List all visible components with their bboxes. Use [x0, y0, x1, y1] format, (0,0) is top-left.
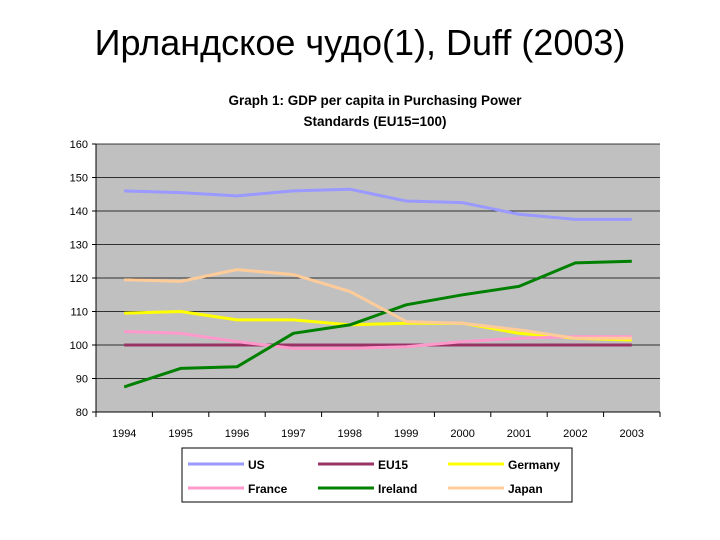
- series-line-ireland: [123, 259, 632, 389]
- series-line-us: [124, 187, 632, 221]
- x-tick-label-1997: 1997: [281, 428, 305, 440]
- y-tick-label-160: 160: [70, 139, 88, 151]
- legend-label-ireland: Ireland: [378, 482, 417, 496]
- y-tick-label-150: 150: [70, 173, 88, 185]
- y-axis: 80 90 100 110 120 130 140 150 160: [70, 139, 97, 419]
- y-tick-label-130: 130: [70, 240, 88, 252]
- legend-label-germany: Germany: [508, 458, 560, 472]
- x-tick-label-1999: 1999: [394, 428, 418, 440]
- series-lines: [123, 187, 632, 389]
- y-tick-label-110: 110: [70, 307, 88, 319]
- x-tick-label-1994: 1994: [112, 428, 136, 440]
- series-line-france: [124, 330, 632, 350]
- series-line-japan: [124, 268, 632, 340]
- y-tick-label-140: 140: [70, 206, 88, 218]
- x-tick-label-2003: 2003: [620, 428, 644, 440]
- legend-label-france: France: [248, 482, 288, 496]
- legend-label-japan: Japan: [508, 482, 543, 496]
- x-tick-label-2001: 2001: [507, 428, 531, 440]
- x-tick-label-1998: 1998: [338, 428, 362, 440]
- legend-label-us: US: [248, 458, 265, 472]
- series-line-germany: [124, 310, 632, 342]
- x-tick-label-1996: 1996: [225, 428, 249, 440]
- gridlines: [96, 143, 660, 379]
- chart-title-line2: Standards (EU15=100): [304, 114, 447, 129]
- legend-items: US EU15 Germany France Ireland Japan: [188, 458, 560, 496]
- x-tick-label-2000: 2000: [450, 428, 474, 440]
- y-tick-label-80: 80: [76, 407, 88, 419]
- slide-title: Ирландское чудо(1), Duff (2003): [94, 22, 626, 63]
- x-axis: 1994 1995 1996 1997 1998 1999 2000 2001 2002 2003: [95, 411, 661, 440]
- y-tick-label-120: 120: [70, 273, 88, 285]
- chart-title-line1: Graph 1: GDP per capita in Purchasing Po…: [228, 93, 522, 108]
- x-tick-label-2002: 2002: [563, 428, 587, 440]
- y-tick-label-90: 90: [76, 374, 88, 386]
- legend-label-eu15: EU15: [378, 458, 408, 472]
- y-tick-label-100: 100: [70, 340, 88, 352]
- x-tick-label-1995: 1995: [168, 428, 192, 440]
- legend: [181, 447, 573, 503]
